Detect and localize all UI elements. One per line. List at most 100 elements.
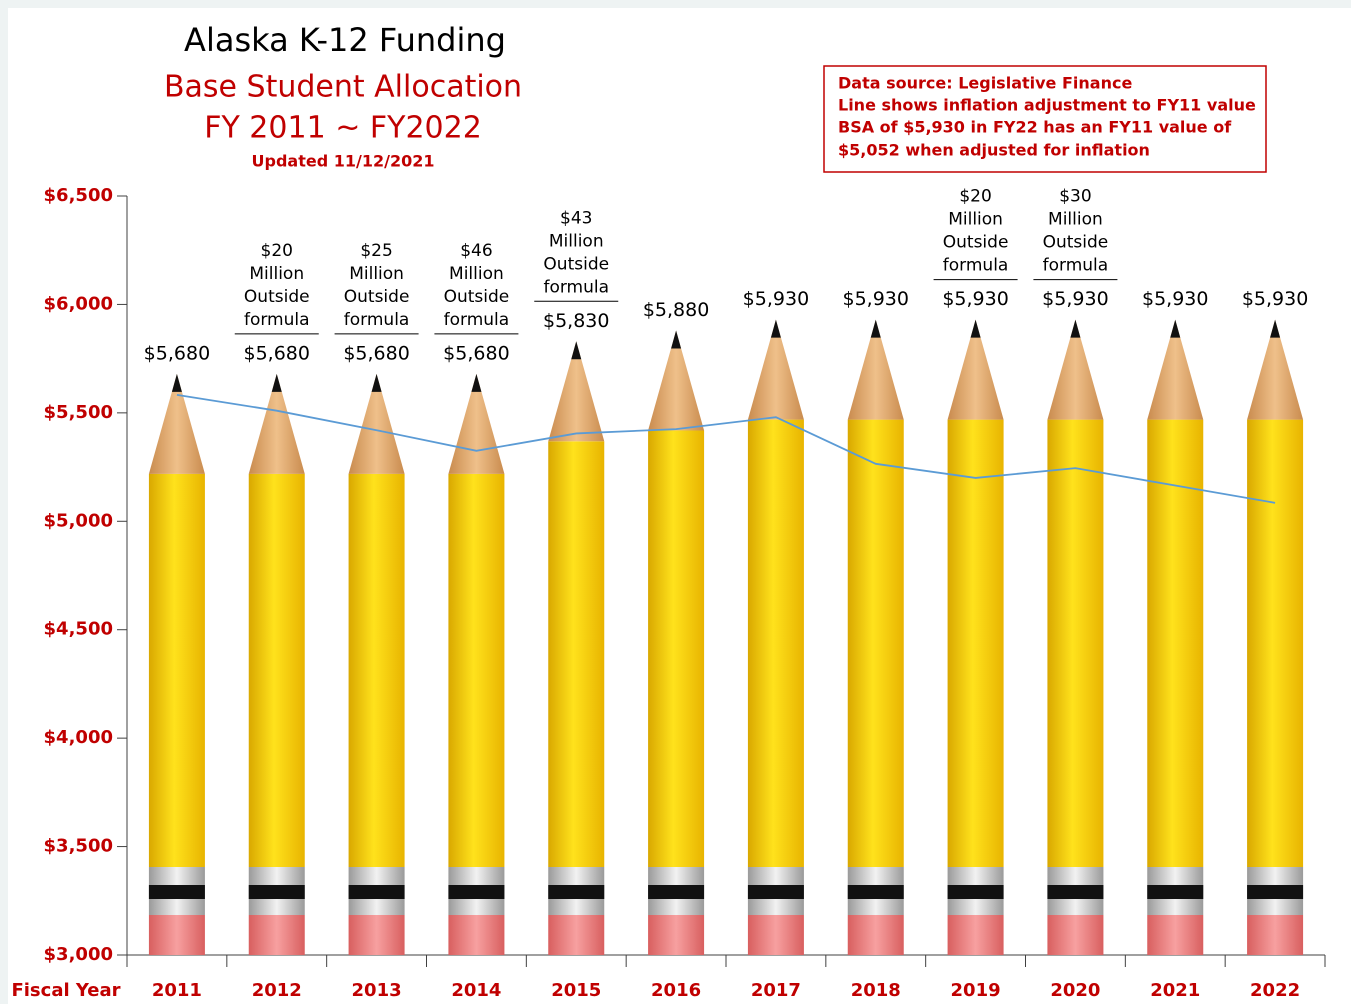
- y-tick-label: $4,500: [44, 619, 113, 640]
- pencil-eraser: [948, 915, 1004, 955]
- annotation-text: Million: [549, 231, 604, 251]
- updated-note: Updated 11/12/2021: [252, 152, 435, 171]
- pencil-bar: [448, 374, 504, 955]
- pencil-band: [1247, 885, 1303, 899]
- pencil-body: [149, 474, 205, 867]
- annotation-text: Outside: [543, 254, 609, 274]
- pencil-bar: [648, 330, 704, 955]
- x-tick-label: 2013: [352, 980, 402, 1001]
- annotation-text: $46: [460, 241, 492, 261]
- y-tick-label: $6,500: [44, 185, 113, 206]
- annotation-text: $20: [959, 187, 991, 207]
- annotation-text: formula: [1043, 256, 1109, 276]
- annotation-text: Outside: [444, 287, 510, 307]
- annotation-text: Outside: [244, 287, 310, 307]
- pencil-body: [1047, 420, 1103, 867]
- pencil-bar: [1247, 320, 1303, 955]
- value-label: $5,680: [144, 342, 210, 364]
- pencil-band: [149, 885, 205, 899]
- pencil-eraser: [448, 915, 504, 955]
- annotation-text: Outside: [344, 287, 410, 307]
- chart-title: Alaska K-12 Funding: [184, 21, 506, 59]
- value-label: $5,880: [643, 299, 709, 321]
- annotation-text: Outside: [943, 233, 1009, 253]
- source-line: Line shows inflation adjustment to FY11 …: [838, 96, 1256, 115]
- pencil-body: [1147, 420, 1203, 867]
- pencil-band: [748, 885, 804, 899]
- source-line: Data source: Legislative Finance: [838, 74, 1132, 93]
- value-label: $5,930: [843, 288, 909, 310]
- pencil-bar: [249, 374, 305, 955]
- pencil-body: [448, 474, 504, 867]
- value-label: $5,680: [343, 342, 409, 364]
- pencil-band: [448, 885, 504, 899]
- pencil-band: [349, 885, 405, 899]
- annotation-text: formula: [344, 310, 410, 330]
- annotation-text: formula: [543, 277, 609, 297]
- pencil-body: [848, 420, 904, 867]
- annotation-text: Million: [449, 264, 504, 284]
- annotation-text: Million: [948, 210, 1003, 230]
- pencil-eraser: [548, 915, 604, 955]
- pencil-eraser: [848, 915, 904, 955]
- pencil-body: [1247, 420, 1303, 867]
- y-tick-label: $4,000: [44, 727, 113, 748]
- x-tick-label: 2017: [751, 980, 801, 1001]
- value-label: $5,680: [244, 342, 310, 364]
- y-tick-label: $6,000: [44, 293, 113, 314]
- x-tick-label: 2022: [1250, 980, 1300, 1001]
- annotation-text: $25: [360, 241, 392, 261]
- annotation-text: Million: [349, 264, 404, 284]
- value-label: $5,930: [1142, 288, 1208, 310]
- pencil-eraser: [249, 915, 305, 955]
- pencil-bar: [848, 320, 904, 955]
- x-tick-label: 2012: [252, 980, 302, 1001]
- pencil-band: [948, 885, 1004, 899]
- annotation-text: formula: [244, 310, 310, 330]
- pencil-eraser: [648, 915, 704, 955]
- x-tick-label: 2021: [1150, 980, 1200, 1001]
- x-tick-label: 2011: [152, 980, 202, 1001]
- pencil-band: [1147, 885, 1203, 899]
- pencil-bar: [1147, 320, 1203, 955]
- pencil-bar: [748, 320, 804, 955]
- value-label: $5,930: [743, 288, 809, 310]
- annotation-text: $30: [1059, 187, 1091, 207]
- annotation-text: Million: [249, 264, 304, 284]
- value-label: $5,930: [1242, 288, 1308, 310]
- value-label: $5,830: [543, 310, 609, 332]
- y-tick-label: $3,000: [44, 944, 113, 965]
- pencil-eraser: [748, 915, 804, 955]
- pencil-body: [349, 474, 405, 867]
- pencil-band: [648, 885, 704, 899]
- annotation-text: Million: [1048, 210, 1103, 230]
- pencil-band: [1047, 885, 1103, 899]
- annotation-text: Outside: [1043, 233, 1109, 253]
- value-label: $5,680: [443, 342, 509, 364]
- pencil-bar: [1047, 320, 1103, 955]
- x-tick-label: 2015: [551, 980, 601, 1001]
- pencil-eraser: [1047, 915, 1103, 955]
- x-tick-label: 2014: [451, 980, 501, 1001]
- pencil-eraser: [1247, 915, 1303, 955]
- pencil-band: [548, 885, 604, 899]
- x-tick-label: 2016: [651, 980, 701, 1001]
- pencil-band: [848, 885, 904, 899]
- y-tick-label: $5,500: [44, 402, 113, 423]
- pencil-body: [249, 474, 305, 867]
- chart-subtitle: FY 2011 ~ FY2022: [204, 111, 482, 146]
- x-axis-label: Fiscal Year: [11, 980, 120, 1001]
- pencil-bar: [149, 374, 205, 955]
- x-tick-label: 2018: [851, 980, 901, 1001]
- pencil-eraser: [149, 915, 205, 955]
- source-line: $5,052 when adjusted for inflation: [838, 141, 1150, 160]
- value-label: $5,930: [1042, 288, 1108, 310]
- y-tick-label: $5,000: [44, 510, 113, 531]
- pencil-body: [748, 420, 804, 867]
- source-line: BSA of $5,930 in FY22 has an FY11 value …: [838, 118, 1232, 137]
- chart: Alaska K-12 Funding Base Student Allocat…: [0, 0, 1351, 1004]
- annotation-text: $20: [261, 241, 293, 261]
- annotation-text: $43: [560, 208, 592, 228]
- x-tick-label: 2019: [951, 980, 1001, 1001]
- pencil-body: [648, 430, 704, 867]
